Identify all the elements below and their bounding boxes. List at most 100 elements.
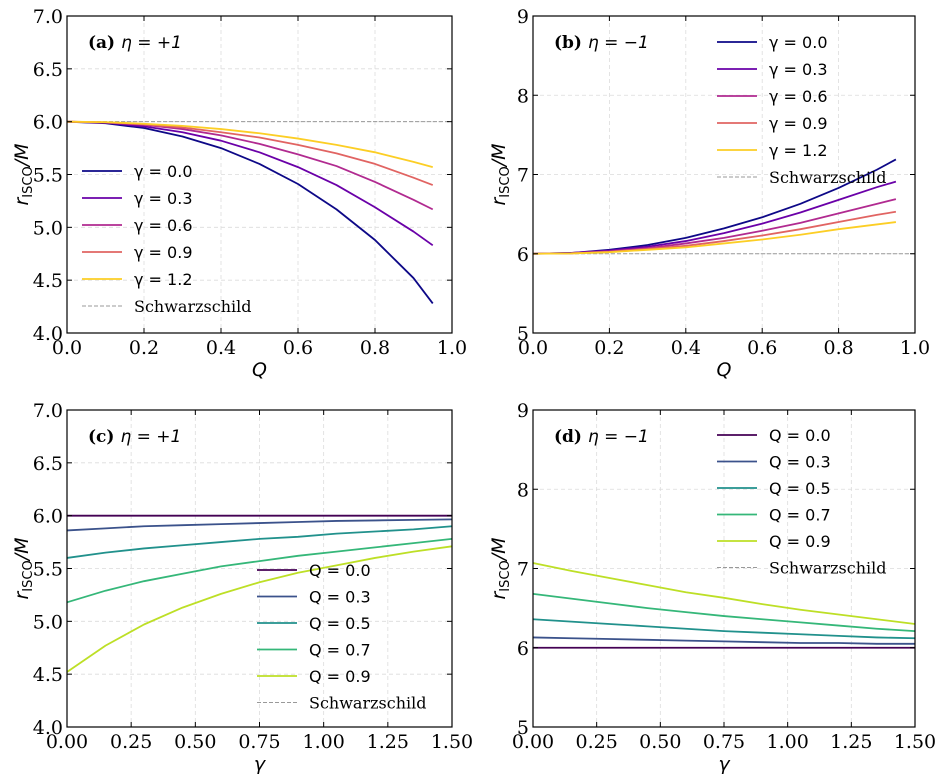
x-tick-label: 0.75 <box>238 731 280 753</box>
legend-label-0: Q = 0.0 <box>769 426 831 445</box>
panel-title-label: (b) <box>554 33 582 53</box>
legend-label-4: Q = 0.9 <box>769 532 831 551</box>
x-axis-label: Q <box>252 359 267 381</box>
y-axis-label: rISCO/M <box>488 143 513 205</box>
series-line-1 <box>66 120 434 247</box>
x-tick-label: 1.50 <box>894 731 936 753</box>
y-axis-label-tail: /M <box>11 537 33 562</box>
legend-label-2: γ = 0.6 <box>769 87 828 106</box>
x-tick-label: 1.25 <box>367 731 409 753</box>
legend-label-1: Q = 0.3 <box>309 588 371 607</box>
series-line-1 <box>532 636 915 645</box>
panel-d: 0.00 0.25 0.50 0.75 1.00 1.25 1.50 5 6 7 8 9 γ rISCO/… <box>488 400 936 775</box>
y-axis-label: rISCO/M <box>11 143 36 205</box>
y-tick-label: 7.0 <box>33 400 63 422</box>
y-axis-label-sub: ISCO <box>498 560 513 591</box>
y-tick-label: 7 <box>517 559 529 581</box>
series-line-4 <box>532 221 897 255</box>
legend-label-0: γ = 0.0 <box>134 162 193 181</box>
panel-title-label: (a) <box>88 33 115 53</box>
panel-title-equation: η = +1 <box>120 427 181 447</box>
y-tick-label: 8 <box>517 85 529 107</box>
series-line-4 <box>66 545 453 673</box>
legend-label-1: γ = 0.3 <box>134 189 193 208</box>
series-line-3 <box>532 592 916 633</box>
x-tick-label: 0.0 <box>518 337 548 359</box>
y-axis-label-tail: /M <box>488 143 510 168</box>
y-tick-label: 9 <box>517 6 529 28</box>
legend-label-2: Q = 0.5 <box>769 479 831 498</box>
x-tick-label: 0.25 <box>576 731 618 753</box>
legend-label-2: γ = 0.6 <box>134 216 193 235</box>
x-tick-label: 1.0 <box>900 337 930 359</box>
x-tick-label: 0.2 <box>129 337 159 359</box>
legend-label-2: Q = 0.5 <box>309 614 371 633</box>
y-tick-label: 5 <box>517 717 529 739</box>
legend-label-3: Q = 0.7 <box>309 641 371 660</box>
y-tick-label: 8 <box>517 479 529 501</box>
y-tick-label: 6.0 <box>33 112 63 134</box>
y-axis-label-main: r <box>488 591 510 600</box>
x-tick-label: 0.8 <box>823 337 853 359</box>
panel-title-label: (d) <box>554 427 582 447</box>
legend-label-4: Q = 0.9 <box>309 667 371 686</box>
y-axis-label-tail: /M <box>488 537 510 562</box>
x-tick-label: 0.50 <box>639 731 681 753</box>
panel-title-equation: η = +1 <box>121 33 182 53</box>
y-axis-label-sub: ISCO <box>498 166 513 197</box>
x-tick-label: 0.25 <box>110 731 152 753</box>
legend-label-schwarzschild: Schwarzschild <box>309 694 427 713</box>
legend-label-schwarzschild: Schwarzschild <box>769 168 887 187</box>
x-tick-label: 0.6 <box>283 337 313 359</box>
y-axis-label-main: r <box>488 197 510 206</box>
legend-label-1: Q = 0.3 <box>769 453 831 472</box>
legend-label-0: γ = 0.0 <box>769 33 828 52</box>
legend-label-4: γ = 1.2 <box>134 270 193 289</box>
series-line-4 <box>66 120 433 168</box>
y-tick-label: 9 <box>517 400 529 422</box>
panel-title: (c) η = +1 <box>88 427 181 447</box>
x-tick-label: 0.00 <box>46 731 88 753</box>
legend-label-1: γ = 0.3 <box>769 60 828 79</box>
y-tick-label: 4.0 <box>33 717 63 739</box>
series-line-4 <box>532 562 916 625</box>
series-line-2 <box>532 198 897 255</box>
y-tick-label: 4.0 <box>33 323 63 345</box>
y-tick-label: 7.0 <box>33 6 63 28</box>
series-line-3 <box>532 210 897 255</box>
panel-a: 0.0 0.2 0.4 0.6 0.8 1.0 4.0 4.5 5.0 5.5 6.0 6.5 7.0 Q… <box>11 6 467 381</box>
series-line-2 <box>532 618 916 640</box>
y-tick-label: 5.5 <box>33 559 63 581</box>
legend-label-schwarzschild: Schwarzschild <box>134 297 252 316</box>
y-tick-label: 6.5 <box>33 453 63 475</box>
x-tick-label: 0.00 <box>512 731 554 753</box>
x-tick-label: 0.75 <box>703 731 745 753</box>
x-tick-label: 0.2 <box>594 337 624 359</box>
x-axis-label: γ <box>718 753 731 775</box>
panel-title-label: (c) <box>88 427 114 447</box>
legend-label-4: γ = 1.2 <box>769 141 828 160</box>
x-tick-label: 1.00 <box>767 731 809 753</box>
x-tick-label: 0.4 <box>671 337 701 359</box>
y-tick-label: 6.5 <box>33 59 63 81</box>
legend-label-3: γ = 0.9 <box>134 243 193 262</box>
y-tick-label: 6 <box>517 244 529 266</box>
y-tick-label: 5.0 <box>33 611 63 633</box>
x-axis-label: Q <box>717 359 732 381</box>
panel-c: 0.00 0.25 0.50 0.75 1.00 1.25 1.50 4.0 4.5 5.0 5.5… <box>11 400 473 775</box>
y-tick-label: 4.5 <box>33 270 63 292</box>
series-line-2 <box>66 525 453 559</box>
y-tick-label: 5.0 <box>33 217 63 239</box>
panel-title: (a) η = +1 <box>88 33 182 53</box>
legend-label-3: Q = 0.7 <box>769 506 831 525</box>
series-line-3 <box>66 538 453 604</box>
series-line-0 <box>66 120 434 304</box>
series-line-1 <box>66 518 453 532</box>
panel-title: (b) η = −1 <box>554 33 649 53</box>
x-tick-label: 0.4 <box>206 337 236 359</box>
x-tick-label: 0.0 <box>52 337 82 359</box>
y-axis-label-sub: ISCO <box>21 560 36 591</box>
y-tick-label: 6 <box>517 638 529 660</box>
legend-label-3: γ = 0.9 <box>769 114 828 133</box>
